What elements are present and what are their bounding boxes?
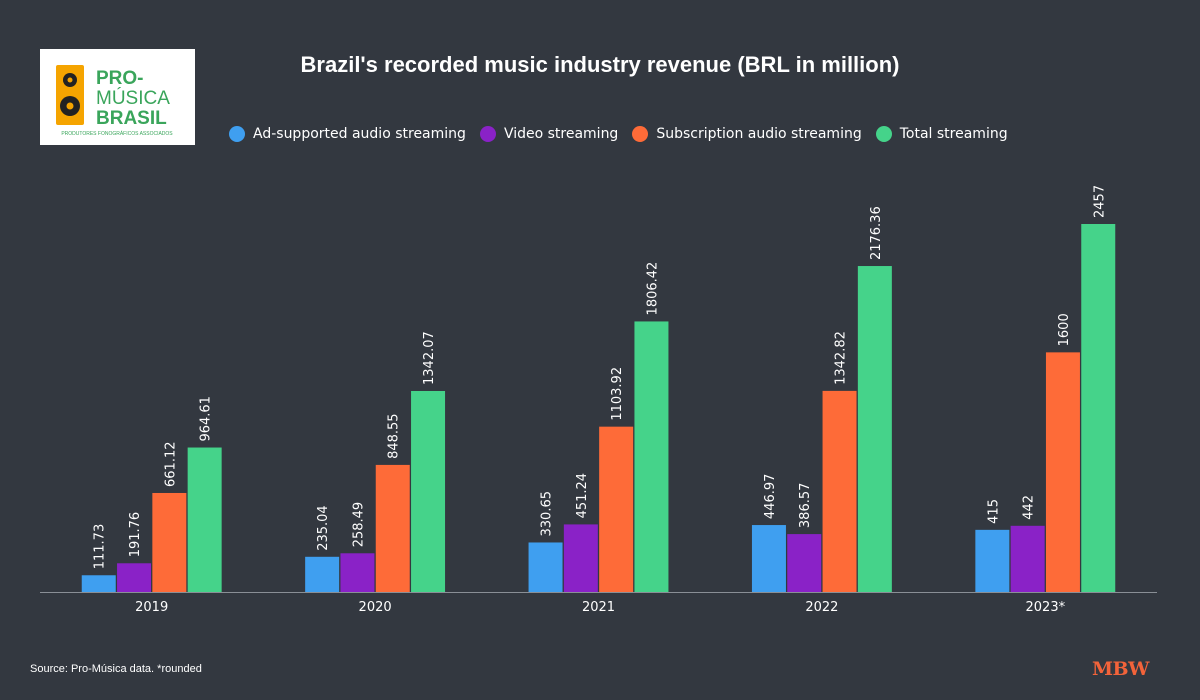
bar [1010,525,1045,592]
x-tick-label: 2023* [1026,600,1066,615]
data-label: 1103.92 [610,367,625,421]
legend-label: Subscription audio streaming [656,126,862,142]
bar [305,556,340,592]
legend-label: Ad-supported audio streaming [253,126,466,142]
logo-line3: BRASIL [96,108,167,129]
bar [152,492,187,592]
data-label: 1342.82 [834,331,849,385]
legend-item[interactable]: Ad-supported audio streaming [229,126,466,142]
bar [1081,224,1116,592]
legend-item[interactable]: Video streaming [479,126,619,142]
legend-label: Total streaming [899,126,1008,142]
logo-line1: PRO- [96,68,144,89]
data-label: 661.12 [163,441,178,487]
logo-tagline: PRODUTORES FONOGRÁFICOS ASSOCIADOS [61,130,173,137]
data-label: 1806.42 [645,262,660,316]
data-label: 191.76 [128,512,143,558]
x-tick-label: 2020 [359,600,392,615]
x-tick-label: 2019 [135,600,168,615]
data-label: 235.04 [316,505,331,551]
bar [81,575,116,592]
legend-swatch [479,126,496,142]
legend-item[interactable]: Subscription audio streaming [632,126,862,142]
data-label: 1342.07 [422,331,437,385]
bar [1045,352,1080,592]
bar [634,321,669,592]
data-label: 386.57 [798,483,813,529]
legend-item[interactable]: Total streaming [875,126,1008,142]
x-tick-label: 2021 [582,600,615,615]
data-label: 446.97 [763,474,778,520]
x-tick-label: 2022 [805,600,838,615]
data-label: 415 [986,499,1001,524]
legend-label: Video streaming [503,126,619,142]
bar [411,390,446,592]
legend-swatch [632,126,649,142]
data-label: 258.49 [351,502,366,548]
bar [117,563,152,592]
logo-line2: MÚSICA [96,87,170,109]
bar [375,464,410,592]
bar [187,447,222,592]
bar [340,553,375,592]
bar [751,525,786,592]
data-label: 451.24 [575,473,590,519]
legend-swatch [229,126,245,142]
bar [975,529,1010,592]
data-label: 2457 [1092,185,1107,218]
source-note: Source: Pro-Música data. *rounded [30,663,202,675]
chart-title: Brazil's recorded music industry revenue… [300,52,900,77]
data-label: 964.61 [199,396,214,442]
chart-legend: Ad-supported audio streaming Video stream… [229,124,1022,144]
data-label: 1600 [1057,313,1072,346]
legend-swatch [875,126,892,142]
logo-graphic: PRO- MÚSICA BRASIL PRODUTORES FONOGRÁFIC… [56,65,173,137]
mbw-logo: MBW [1092,658,1149,680]
data-label: 330.65 [540,491,555,537]
bar [787,534,822,592]
bar [599,426,634,592]
data-label: 442 [1022,495,1037,520]
bar [528,542,563,592]
speaker-icon [56,65,84,125]
bar [563,524,598,592]
data-label: 848.55 [387,413,402,459]
pro-musica-logo: PRO- MÚSICA BRASIL PRODUTORES FONOGRÁFIC… [40,49,195,145]
data-label: 111.73 [93,524,108,570]
data-label: 2176.36 [869,206,884,260]
bar [822,390,857,592]
bar [857,266,892,592]
